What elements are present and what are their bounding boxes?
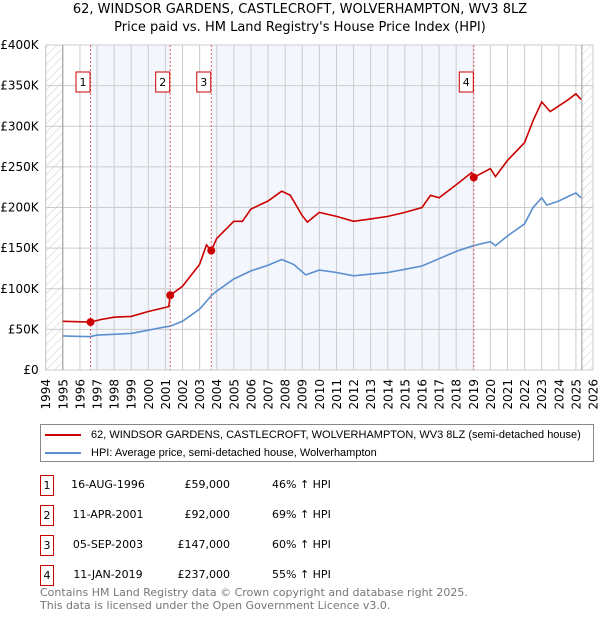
sale-number: 1 — [80, 76, 87, 89]
table-row: 4 11-JAN-2019 £237,000 55% ↑ HPI — [40, 565, 340, 586]
x-tick-label: 2002 — [176, 379, 190, 410]
sale-number-box — [75, 71, 91, 93]
x-tick-label: 2006 — [244, 379, 258, 410]
x-tick-label: 1999 — [125, 379, 139, 410]
x-tick-label: 2021 — [501, 379, 515, 410]
x-tick-label: 2011 — [330, 379, 344, 410]
sale-date: 11-APR-2001 — [72, 508, 144, 521]
x-tick-label: 1994 — [39, 379, 53, 410]
sale-price: £59,000 — [184, 478, 231, 491]
sale-number-box — [155, 71, 171, 93]
footer-line: Contains HM Land Registry data © Crown c… — [40, 586, 468, 599]
sale-number: 3 — [40, 535, 54, 556]
y-tick-label: £250K — [0, 160, 40, 174]
title-line: 62, WINDSOR GARDENS, CASTLECROFT, WOLVER… — [72, 2, 528, 17]
y-tick-label: £150K — [0, 241, 40, 255]
x-tick-label: 2004 — [210, 379, 224, 410]
sale-number: 1 — [40, 475, 54, 496]
legend-label: 62, WINDSOR GARDENS, CASTLECROFT, WOLVER… — [91, 428, 581, 441]
x-tick-label: 2017 — [433, 379, 447, 410]
legend-swatch-blue — [45, 451, 81, 454]
sale-number: 4 — [40, 565, 54, 586]
footer-line: This data is licensed under the Open Gov… — [40, 599, 391, 612]
sale-price: £92,000 — [184, 508, 231, 521]
legend-item-hpi: HPI: Average price, semi-detached house,… — [41, 444, 377, 461]
sale-point — [469, 173, 478, 182]
y-tick-label: £50K — [8, 322, 40, 336]
x-tick-label: 2024 — [552, 379, 566, 410]
x-tick-label: 2020 — [484, 379, 498, 410]
chart-title: 62, WINDSOR GARDENS, CASTLECROFT, WOLVER… — [0, 1, 600, 37]
y-tick-label: £400K — [0, 38, 40, 52]
legend: 62, WINDSOR GARDENS, CASTLECROFT, WOLVER… — [40, 424, 594, 462]
sale-hpi-change: 60% ↑ HPI — [272, 538, 331, 551]
footer: Contains HM Land Registry data © Crown c… — [40, 586, 468, 612]
sale-number: 2 — [40, 505, 54, 526]
y-tick-label: £300K — [0, 119, 40, 133]
x-tick-label: 2012 — [347, 379, 361, 410]
sale-number-box — [458, 71, 474, 93]
sale-number: 2 — [159, 76, 166, 89]
legend-item-property: 62, WINDSOR GARDENS, CASTLECROFT, WOLVER… — [41, 426, 581, 443]
x-tick-label: 2018 — [450, 379, 464, 410]
x-tick-label: 1996 — [73, 379, 87, 410]
subtitle-line: Price paid vs. HM Land Registry's House … — [114, 20, 486, 35]
table-row: 1 16-AUG-1996 £59,000 46% ↑ HPI — [40, 475, 340, 496]
sale-date: 05-SEP-2003 — [72, 538, 144, 551]
sale-hpi-change: 46% ↑ HPI — [272, 478, 331, 491]
sale-date: 16-AUG-1996 — [71, 478, 145, 491]
chart: 1 2 3 4 1994 1995 1996 1997 1998 1999 2000 2001 2002… — [0, 38, 600, 410]
sale-number-box — [196, 71, 212, 93]
x-tick-label: 2023 — [535, 379, 549, 410]
sale-number: 4 — [463, 76, 470, 89]
x-tick-label: 2009 — [296, 379, 310, 410]
x-tick-label: 1995 — [56, 379, 70, 410]
sale-point — [166, 291, 175, 300]
y-tick-label: £350K — [0, 79, 40, 93]
sale-number: 3 — [200, 76, 207, 89]
legend-swatch-red — [45, 433, 81, 436]
table-row: 3 05-SEP-2003 £147,000 60% ↑ HPI — [40, 535, 340, 556]
x-tick-label: 2022 — [518, 379, 532, 410]
table-row: 2 11-APR-2001 £92,000 69% ↑ HPI — [40, 505, 340, 526]
x-tick-label: 2001 — [159, 379, 173, 410]
x-tick-label: 2007 — [262, 379, 276, 410]
x-tick-label: 1998 — [108, 379, 122, 410]
legend-label: HPI: Average price, semi-detached house,… — [91, 446, 377, 459]
x-tick-label: 2000 — [142, 379, 156, 410]
x-tick-label: 2013 — [364, 379, 378, 410]
sale-hpi-change: 69% ↑ HPI — [272, 508, 331, 521]
x-tick-label: 1997 — [91, 379, 105, 410]
x-tick-label: 2010 — [313, 379, 327, 410]
x-tick-label: 2003 — [193, 379, 207, 410]
sale-date: 11-JAN-2019 — [73, 568, 143, 581]
y-tick-label: £100K — [0, 282, 40, 296]
x-tick-label: 2026 — [587, 379, 600, 410]
sale-price: £237,000 — [177, 568, 231, 581]
sale-point — [207, 246, 216, 255]
hpi-line — [62, 191, 582, 338]
sale-price: £147,000 — [177, 538, 231, 551]
x-tick-label: 2025 — [569, 379, 583, 410]
x-tick-label: 2015 — [398, 379, 412, 410]
x-tick-label: 2016 — [415, 379, 429, 410]
x-tick-label: 2005 — [227, 379, 241, 410]
x-tick-label: 2019 — [467, 379, 481, 410]
y-tick-label: £200K — [0, 201, 40, 215]
y-tick-label: £0 — [23, 363, 38, 377]
sale-hpi-change: 55% ↑ HPI — [272, 568, 331, 581]
x-tick-label: 2014 — [381, 379, 395, 410]
sale-point — [86, 318, 95, 327]
x-tick-label: 2008 — [279, 379, 293, 410]
